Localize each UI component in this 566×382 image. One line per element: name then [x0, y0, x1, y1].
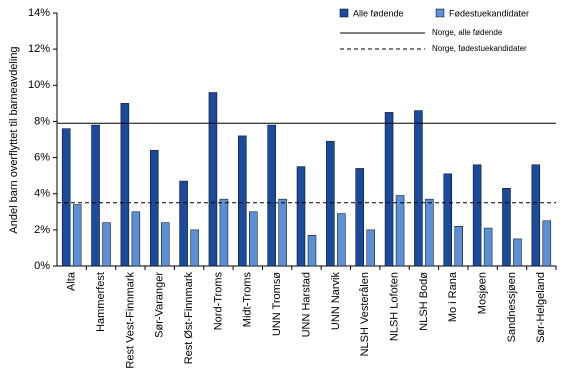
- y-tick-label: 10%: [28, 79, 50, 91]
- bar: [278, 198, 287, 267]
- legend-swatch: [339, 8, 349, 18]
- x-tick-label: NLSH Vesterålen: [359, 272, 371, 356]
- bar: [337, 213, 346, 267]
- y-tick-label: 6%: [34, 151, 50, 163]
- bar: [219, 198, 229, 267]
- x-tick-label: Rest Vest-Finnmark: [124, 272, 136, 369]
- bar: [414, 110, 423, 267]
- bar: [102, 222, 111, 267]
- x-tick-label: Mo i Rana: [447, 271, 459, 322]
- x-tick-label: UNN Tromsø: [271, 272, 283, 336]
- bar: [326, 141, 335, 267]
- x-tick-label: Midt-Troms: [242, 272, 254, 328]
- x-tick-label: UNN Harstad: [300, 272, 312, 337]
- bar: [190, 229, 199, 267]
- x-tick-label: NLSH Lofoten: [388, 272, 400, 341]
- legend-label: Alle fødende: [353, 8, 404, 18]
- x-tick-label: Sør-Varanger: [154, 272, 166, 338]
- x-tick-label: NLSH Bodø: [418, 272, 430, 331]
- bar: [355, 168, 364, 267]
- y-axis-label: Andel barn overflyttet til barneavdeling: [8, 46, 20, 233]
- x-tick-label: Mosjøen: [477, 272, 489, 314]
- bar: [395, 195, 405, 267]
- x-tick-label: UNN Narvik: [330, 272, 342, 331]
- x-tick-label: Sør-Helgeland: [535, 272, 547, 343]
- bar: [542, 220, 552, 267]
- bar: [483, 227, 493, 267]
- bar: [238, 135, 247, 267]
- bar: [131, 211, 141, 267]
- bar: [443, 173, 453, 267]
- bar: [513, 238, 522, 267]
- x-tick-label: Sandnessjøen: [506, 272, 518, 342]
- legend-label: Norge, alle fødende: [432, 28, 503, 37]
- bar: [249, 211, 258, 267]
- bar: [72, 204, 82, 267]
- y-tick-label: 14%: [28, 7, 50, 19]
- bar: [425, 198, 434, 267]
- bar: [502, 188, 511, 267]
- bar: [160, 222, 170, 267]
- y-tick-label: 8%: [34, 115, 50, 127]
- x-tick-label: Rest Øst-Finnmark: [183, 272, 195, 365]
- x-tick-label: Alta: [66, 271, 78, 291]
- bar: [307, 235, 317, 267]
- y-tick-label: 0%: [34, 260, 50, 272]
- legend-label: Norge, fødestuekandidater: [432, 44, 527, 53]
- legend-label: Fødestuekandidater: [449, 8, 529, 18]
- x-tick-label: Hammerfest: [95, 272, 107, 332]
- bar: [472, 164, 482, 267]
- bar: [454, 225, 464, 267]
- bar: [120, 103, 130, 267]
- y-tick-label: 2%: [34, 224, 50, 236]
- y-tick-label: 4%: [34, 188, 50, 200]
- bar: [91, 124, 100, 267]
- bar: [267, 124, 276, 267]
- bar: [531, 164, 541, 267]
- y-tick-label: 12%: [28, 43, 50, 55]
- bar: [208, 92, 218, 267]
- bar: [384, 112, 394, 267]
- x-tick-label: Nord-Troms: [212, 272, 224, 331]
- bar: [61, 128, 71, 267]
- legend-swatch: [435, 8, 445, 18]
- bar: [179, 180, 188, 267]
- bar: [296, 166, 306, 267]
- bar: [149, 150, 159, 267]
- bar: [366, 229, 375, 267]
